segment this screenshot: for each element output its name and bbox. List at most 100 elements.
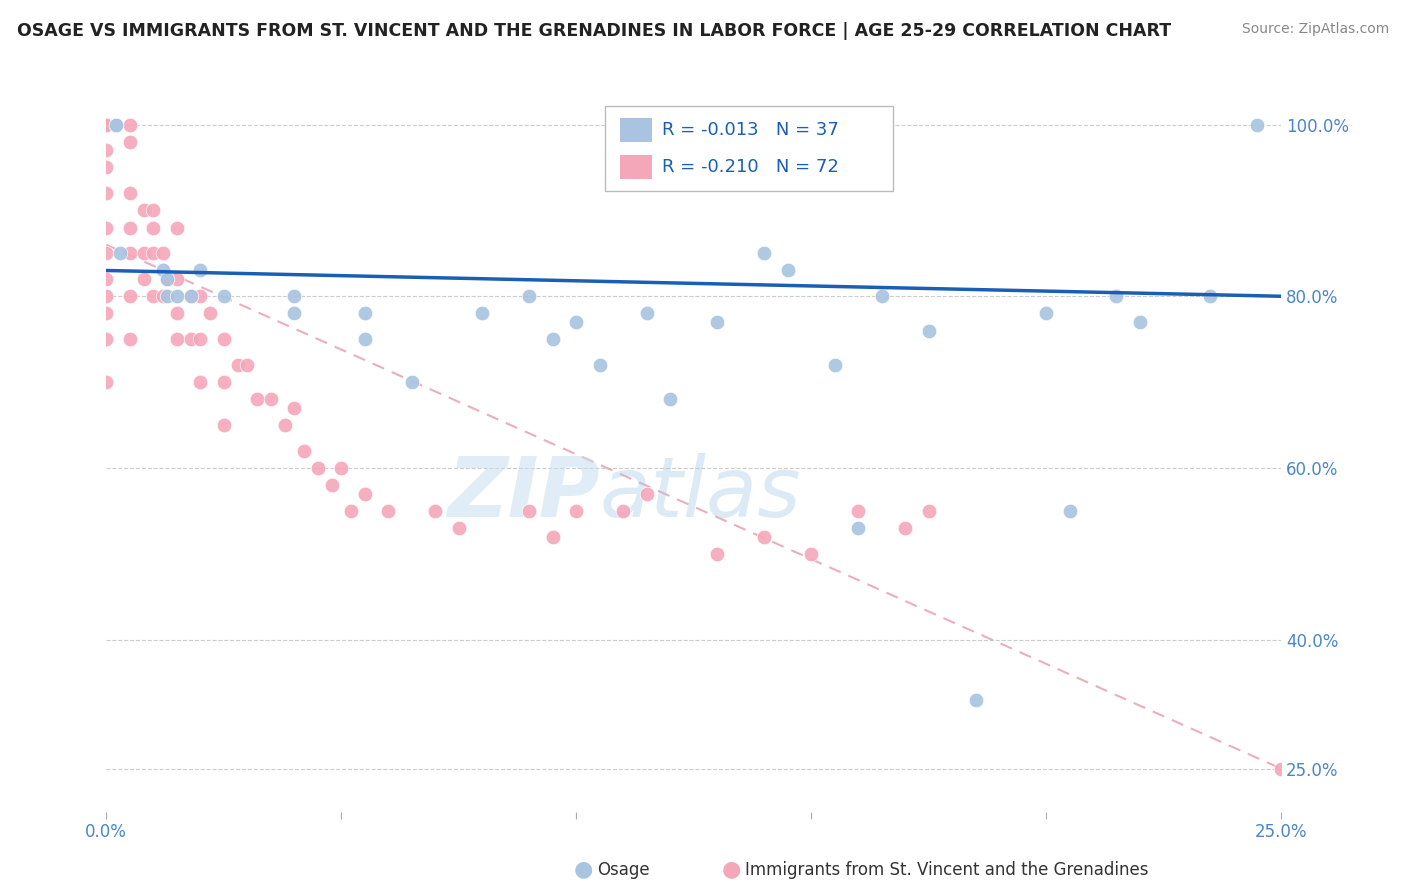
Point — [612, 504, 634, 518]
Point — [706, 315, 728, 329]
Point — [118, 135, 141, 149]
Point — [104, 118, 127, 132]
Point — [917, 324, 939, 338]
Point — [1059, 504, 1081, 518]
Point — [188, 289, 211, 303]
Point — [541, 332, 564, 346]
Point — [447, 521, 470, 535]
Point — [118, 332, 141, 346]
FancyBboxPatch shape — [606, 106, 893, 191]
Point — [330, 461, 353, 475]
Point — [321, 478, 343, 492]
Point — [800, 547, 823, 561]
Text: Immigrants from St. Vincent and the Grenadines: Immigrants from St. Vincent and the Gren… — [745, 861, 1149, 879]
Point — [1246, 118, 1268, 132]
Point — [283, 289, 305, 303]
Point — [894, 521, 917, 535]
Point — [776, 263, 799, 277]
Point — [188, 263, 211, 277]
Point — [152, 263, 174, 277]
Point — [377, 504, 399, 518]
Point — [1129, 315, 1152, 329]
Point — [96, 332, 118, 346]
Text: atlas: atlas — [599, 453, 801, 534]
Point — [96, 186, 118, 201]
Point — [188, 375, 211, 389]
Point — [339, 504, 361, 518]
Point — [96, 143, 118, 157]
Point — [565, 504, 588, 518]
Point — [110, 246, 132, 260]
Point — [118, 220, 141, 235]
Point — [96, 289, 118, 303]
Text: OSAGE VS IMMIGRANTS FROM ST. VINCENT AND THE GRENADINES IN LABOR FORCE | AGE 25-: OSAGE VS IMMIGRANTS FROM ST. VINCENT AND… — [17, 22, 1171, 40]
Point — [706, 547, 728, 561]
Point — [212, 375, 235, 389]
Point — [104, 118, 127, 132]
Point — [118, 289, 141, 303]
Text: R = -0.013   N = 37: R = -0.013 N = 37 — [662, 120, 839, 139]
Point — [212, 332, 235, 346]
Point — [353, 332, 375, 346]
Point — [517, 504, 540, 518]
Point — [246, 392, 269, 407]
Point — [156, 272, 179, 286]
Text: ZIP: ZIP — [447, 453, 599, 534]
Point — [1105, 289, 1128, 303]
Point — [636, 306, 658, 320]
Point — [212, 418, 235, 433]
Point — [212, 289, 235, 303]
Bar — [620, 118, 652, 142]
Point — [118, 186, 141, 201]
Point — [401, 375, 423, 389]
Point — [152, 246, 174, 260]
Point — [965, 693, 987, 707]
Point — [152, 289, 174, 303]
Point — [659, 392, 682, 407]
Point — [132, 246, 155, 260]
Point — [166, 306, 188, 320]
Point — [132, 272, 155, 286]
Text: R = -0.210   N = 72: R = -0.210 N = 72 — [662, 158, 839, 176]
Point — [1270, 762, 1292, 776]
Text: ●: ● — [574, 860, 593, 880]
Point — [118, 118, 141, 132]
Point — [292, 443, 315, 458]
Point — [517, 289, 540, 303]
Point — [846, 504, 869, 518]
Point — [96, 118, 118, 132]
Point — [180, 332, 202, 346]
Point — [917, 504, 939, 518]
Point — [188, 332, 211, 346]
Point — [104, 118, 127, 132]
Point — [142, 289, 165, 303]
Point — [824, 358, 846, 372]
Point — [307, 461, 329, 475]
Point — [425, 504, 447, 518]
Point — [353, 306, 375, 320]
Point — [96, 246, 118, 260]
Point — [96, 118, 118, 132]
Point — [142, 220, 165, 235]
Point — [260, 392, 283, 407]
Point — [156, 272, 179, 286]
Point — [846, 521, 869, 535]
Text: Osage: Osage — [598, 861, 650, 879]
Point — [236, 358, 259, 372]
Point — [565, 315, 588, 329]
Point — [588, 358, 610, 372]
Text: Source: ZipAtlas.com: Source: ZipAtlas.com — [1241, 22, 1389, 37]
Point — [96, 306, 118, 320]
Point — [636, 487, 658, 501]
Point — [752, 246, 775, 260]
Point — [1199, 289, 1222, 303]
Point — [142, 246, 165, 260]
Point — [166, 289, 188, 303]
Point — [166, 220, 188, 235]
Point — [156, 289, 179, 303]
Point — [96, 375, 118, 389]
Point — [180, 289, 202, 303]
Point — [96, 220, 118, 235]
Point — [226, 358, 249, 372]
Point — [142, 203, 165, 218]
